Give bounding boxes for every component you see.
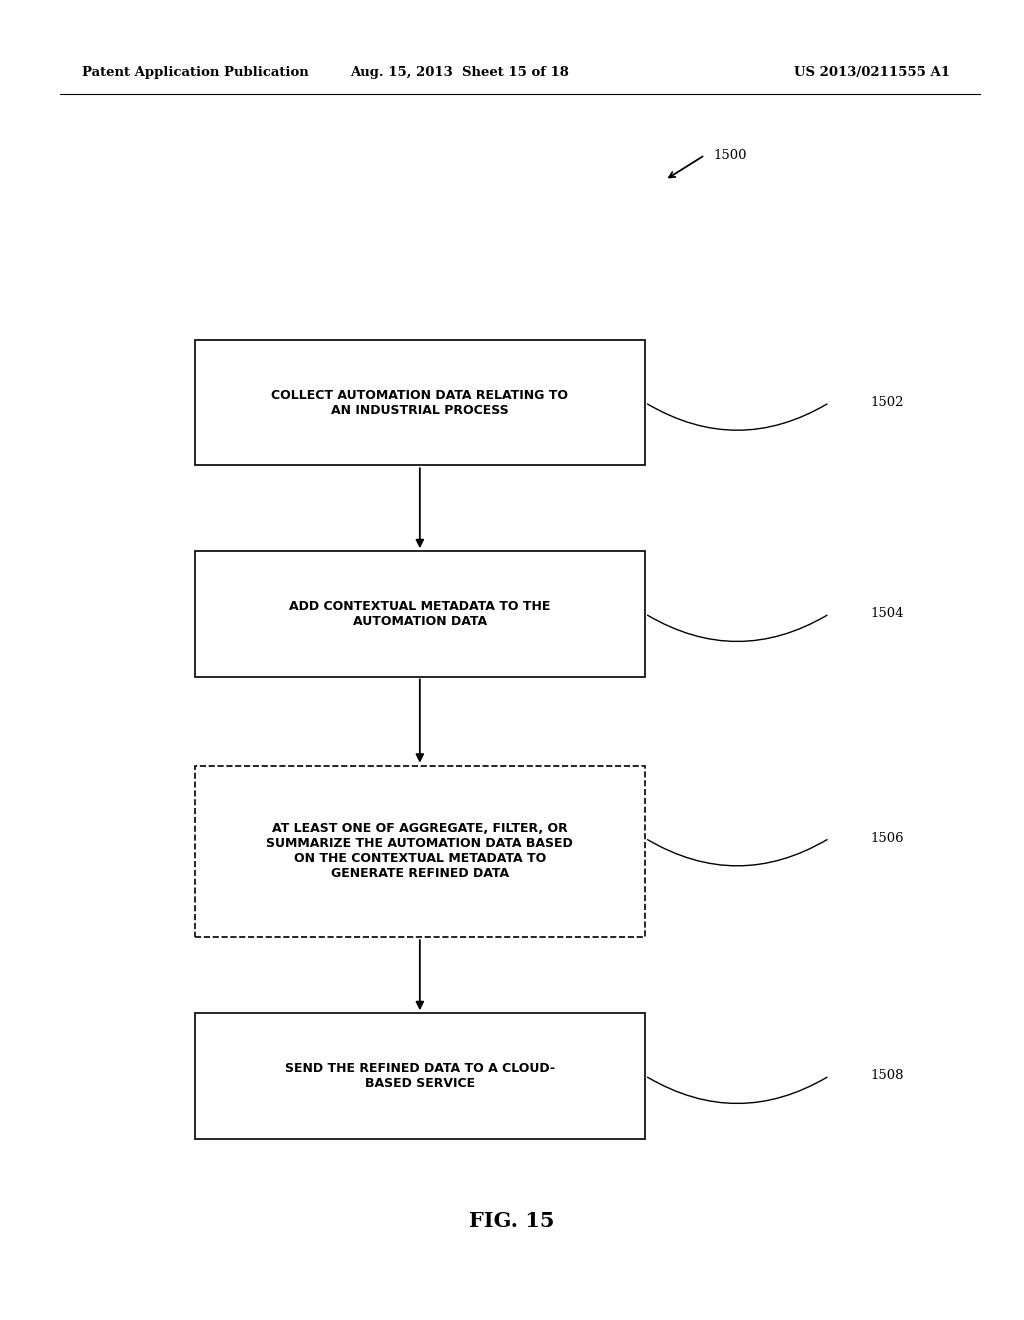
Text: 1502: 1502 (870, 396, 904, 409)
Text: SEND THE REFINED DATA TO A CLOUD-
BASED SERVICE: SEND THE REFINED DATA TO A CLOUD- BASED … (285, 1061, 555, 1090)
Text: 1500: 1500 (713, 149, 746, 161)
Text: ADD CONTEXTUAL METADATA TO THE
AUTOMATION DATA: ADD CONTEXTUAL METADATA TO THE AUTOMATIO… (289, 599, 551, 628)
Bar (195, 766, 645, 937)
Text: Patent Application Publication: Patent Application Publication (82, 66, 309, 78)
Text: COLLECT AUTOMATION DATA RELATING TO
AN INDUSTRIAL PROCESS: COLLECT AUTOMATION DATA RELATING TO AN I… (271, 388, 568, 417)
Text: AT LEAST ONE OF AGGREGATE, FILTER, OR
SUMMARIZE THE AUTOMATION DATA BASED
ON THE: AT LEAST ONE OF AGGREGATE, FILTER, OR SU… (266, 822, 573, 880)
Bar (195, 552, 645, 676)
Text: US 2013/0211555 A1: US 2013/0211555 A1 (794, 66, 950, 78)
Text: FIG. 15: FIG. 15 (469, 1210, 555, 1232)
Bar (195, 1014, 645, 1138)
Text: 1508: 1508 (870, 1069, 904, 1082)
Text: 1504: 1504 (870, 607, 904, 620)
Text: Aug. 15, 2013  Sheet 15 of 18: Aug. 15, 2013 Sheet 15 of 18 (350, 66, 569, 78)
Bar (195, 341, 645, 466)
Text: 1506: 1506 (870, 832, 904, 845)
